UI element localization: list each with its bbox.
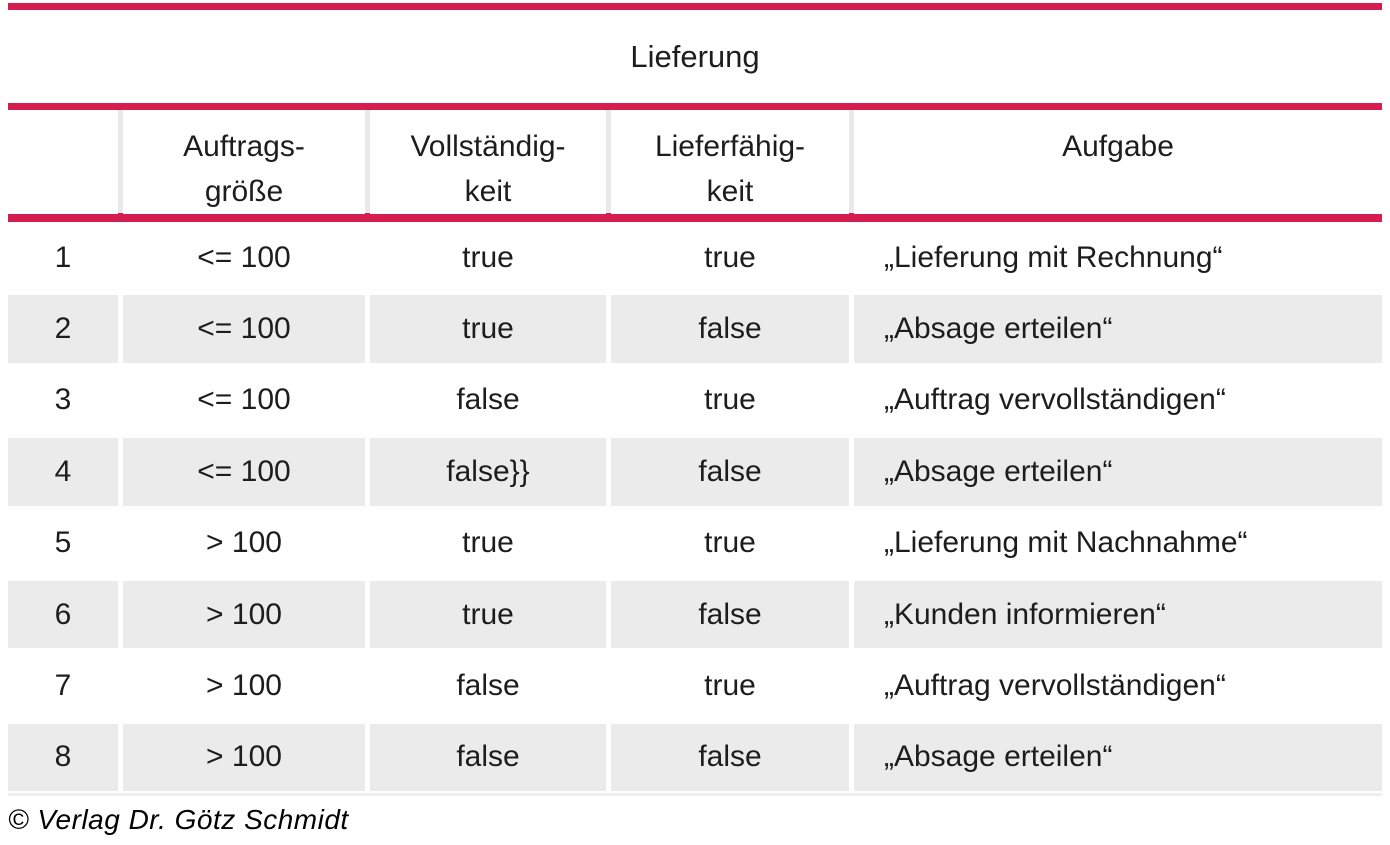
cell-auftragsgroesse: > 100 bbox=[206, 669, 282, 703]
table-row: 7 > 100 false true „Auftrag vervollständ… bbox=[8, 650, 1382, 721]
cell-aufgabe: „Absage erteilen“ bbox=[854, 295, 1382, 363]
cell-aufgabe: „Kunden informieren“ bbox=[854, 580, 1382, 649]
copyright-notice: © Verlag Dr. Götz Schmidt bbox=[8, 804, 349, 836]
cell-lieferfaehigkeit: true bbox=[704, 526, 756, 560]
accent-rule-under-title bbox=[8, 103, 1382, 110]
cell-aufgabe: „Absage erteilen“ bbox=[854, 723, 1382, 792]
table-title-row: Lieferung bbox=[8, 10, 1382, 103]
cell-nr: 4 bbox=[8, 438, 118, 506]
table-header-row: Auftrags- größe Vollständig- keit Liefer… bbox=[8, 110, 1382, 214]
cell-lieferfaehigkeit: true bbox=[704, 383, 756, 417]
cell-aufgabe: „Auftrag vervollständigen“ bbox=[884, 669, 1226, 703]
cell-lieferfaehigkeit: true bbox=[704, 240, 756, 274]
cell-nr: 7 bbox=[54, 669, 72, 703]
column-header-aufgabe: Aufgabe bbox=[854, 110, 1382, 214]
cell-nr: 5 bbox=[54, 526, 72, 560]
table-row: 6 > 100 true false „Kunden informieren“ bbox=[8, 579, 1382, 650]
cell-vollstaendigkeit: true bbox=[370, 295, 606, 363]
cell-nr: 2 bbox=[8, 295, 118, 363]
cell-nr: 1 bbox=[54, 240, 72, 274]
cell-lieferfaehigkeit: false bbox=[611, 580, 849, 649]
cell-aufgabe: „Lieferung mit Rechnung“ bbox=[884, 240, 1223, 274]
cell-nr: 3 bbox=[54, 383, 72, 417]
cell-auftragsgroesse: <= 100 bbox=[123, 295, 365, 363]
cell-vollstaendigkeit: true bbox=[370, 580, 606, 649]
cell-vollstaendigkeit: true bbox=[462, 240, 514, 274]
cell-vollstaendigkeit: true bbox=[462, 526, 514, 560]
column-header-vollstaendigkeit: Vollständig- keit bbox=[370, 110, 606, 214]
cell-lieferfaehigkeit: false bbox=[611, 295, 849, 363]
cell-auftragsgroesse: > 100 bbox=[123, 723, 365, 792]
cell-lieferfaehigkeit: true bbox=[704, 669, 756, 703]
cell-vollstaendigkeit: false}} bbox=[370, 438, 606, 506]
cell-lieferfaehigkeit: false bbox=[611, 723, 849, 792]
table-body: 1 <= 100 true true „Lieferung mit Rechnu… bbox=[8, 222, 1382, 793]
cell-vollstaendigkeit: false bbox=[370, 723, 606, 792]
cell-aufgabe: „Auftrag vervollständigen“ bbox=[884, 383, 1226, 417]
column-header-auftragsgroesse: Auftrags- größe bbox=[123, 110, 365, 214]
table-bottom-strip bbox=[8, 793, 1382, 797]
cell-aufgabe: „Absage erteilen“ bbox=[854, 438, 1382, 506]
cell-aufgabe: „Lieferung mit Nachnahme“ bbox=[884, 526, 1248, 560]
cell-auftragsgroesse: <= 100 bbox=[197, 383, 291, 417]
cell-lieferfaehigkeit: false bbox=[611, 438, 849, 506]
table-row: 2 <= 100 true false „Absage erteilen“ bbox=[8, 293, 1382, 364]
table-row: 8 > 100 false false „Absage erteilen“ bbox=[8, 722, 1382, 793]
cell-auftragsgroesse: <= 100 bbox=[197, 240, 291, 274]
cell-nr: 6 bbox=[8, 580, 118, 649]
table-row: 4 <= 100 false}} false „Absage erteilen“ bbox=[8, 436, 1382, 507]
column-header-lieferfaehigkeit: Lieferfähig- keit bbox=[611, 110, 849, 214]
cell-auftragsgroesse: > 100 bbox=[206, 526, 282, 560]
table-title: Lieferung bbox=[630, 38, 760, 74]
cell-vollstaendigkeit: false bbox=[456, 383, 520, 417]
cell-nr: 8 bbox=[8, 723, 118, 792]
table-row: 3 <= 100 false true „Auftrag vervollstän… bbox=[8, 365, 1382, 436]
table-row: 5 > 100 true true „Lieferung mit Nachnah… bbox=[8, 508, 1382, 579]
table-row: 1 <= 100 true true „Lieferung mit Rechnu… bbox=[8, 222, 1382, 293]
column-header-nr bbox=[8, 110, 118, 214]
cell-auftragsgroesse: > 100 bbox=[123, 580, 365, 649]
accent-rule-under-header bbox=[8, 213, 1382, 222]
cell-auftragsgroesse: <= 100 bbox=[123, 438, 365, 506]
cell-vollstaendigkeit: false bbox=[456, 669, 520, 703]
decision-table: Lieferung Auftrags- größe Vollständig- k… bbox=[8, 3, 1382, 797]
accent-rule-top bbox=[8, 3, 1382, 10]
copyright-text: © Verlag Dr. Götz Schmidt bbox=[8, 804, 349, 835]
